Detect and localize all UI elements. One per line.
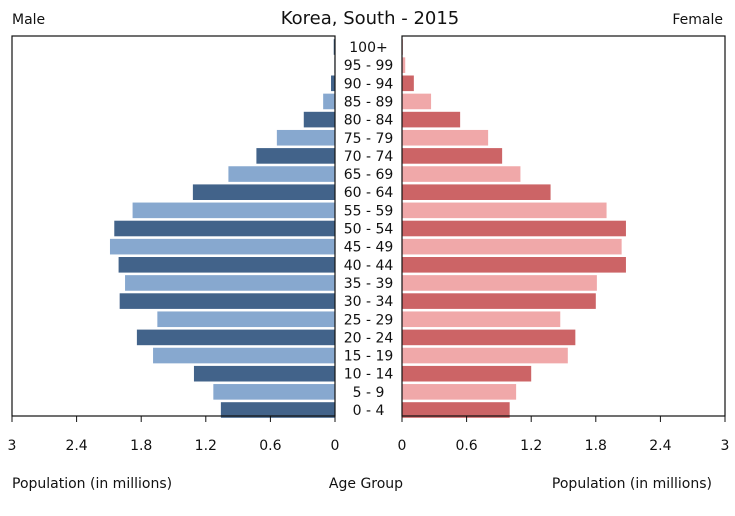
male-bar — [303, 111, 335, 128]
male-bar — [118, 257, 335, 273]
male-x-tick-label: 2.4 — [65, 438, 87, 454]
female-bar — [402, 111, 461, 128]
female-bar — [402, 220, 626, 237]
age-group-label: 25 - 29 — [344, 312, 394, 328]
male-bar — [256, 148, 335, 164]
age-group-label: 95 - 99 — [344, 58, 394, 74]
male-bar — [323, 93, 335, 110]
male-bar — [193, 365, 335, 382]
male-bar — [331, 75, 335, 92]
age-group-label: 45 - 49 — [344, 240, 394, 256]
male-bar — [192, 184, 335, 200]
male-x-tick-label: 0 — [331, 438, 340, 454]
age-axis-label: Age Group — [329, 476, 403, 492]
age-group-label: 35 - 39 — [344, 276, 394, 292]
male-bar — [125, 275, 335, 291]
male-x-tick-label: 0.6 — [259, 438, 281, 454]
female-bar — [402, 166, 521, 182]
male-bar — [220, 402, 335, 418]
female-bar — [402, 347, 568, 364]
age-group-label: 55 - 59 — [344, 203, 394, 219]
chart-title: Korea, South - 2015 — [281, 8, 460, 29]
male-plot-frame — [11, 35, 336, 417]
age-group-label: 10 - 14 — [344, 367, 394, 383]
age-group-label: 30 - 34 — [344, 294, 394, 310]
male-bar — [136, 329, 335, 346]
female-bar — [402, 184, 551, 200]
female-x-tick-label: 0.6 — [455, 438, 477, 454]
age-group-label: 100+ — [349, 40, 387, 56]
female-x-tick-label: 2.4 — [649, 438, 671, 454]
female-bar — [402, 402, 510, 418]
female-x-axis-label: Population (in millions) — [552, 476, 712, 492]
age-group-label: 60 - 64 — [344, 185, 394, 201]
male-x-axis-label: Population (in millions) — [12, 476, 172, 492]
female-bar — [402, 384, 517, 400]
male-bar — [132, 202, 335, 219]
female-bar — [402, 329, 576, 346]
female-bar — [402, 202, 607, 219]
female-bar — [402, 257, 626, 273]
age-group-label: 15 - 19 — [344, 349, 394, 365]
age-group-label: 40 - 44 — [344, 258, 394, 274]
age-group-label: 80 - 84 — [344, 113, 394, 129]
male-bar — [213, 384, 335, 400]
female-x-tick-label: 1.2 — [520, 438, 542, 454]
male-x-tick-label: 3 — [8, 438, 17, 454]
age-group-label: 70 - 74 — [344, 149, 394, 165]
age-group-label: 65 - 69 — [344, 167, 394, 183]
male-label: Male — [12, 12, 45, 28]
male-x-tick-label: 1.2 — [195, 438, 217, 454]
age-group-label: 85 - 89 — [344, 94, 394, 110]
age-group-label: 0 - 4 — [353, 403, 385, 419]
male-bar — [119, 293, 336, 309]
male-bar — [276, 129, 335, 146]
male-bar — [114, 220, 336, 237]
female-plot-frame — [401, 35, 726, 417]
female-bar — [402, 311, 561, 328]
age-group-label: 20 - 24 — [344, 330, 394, 346]
female-label: Female — [672, 12, 723, 28]
female-x-tick-label: 0 — [398, 438, 407, 454]
age-group-label: 90 - 94 — [344, 76, 394, 92]
male-bar — [157, 311, 335, 328]
female-x-tick-label: 3 — [721, 438, 730, 454]
female-bar — [402, 129, 489, 146]
male-bar — [153, 347, 335, 364]
female-bar — [402, 57, 406, 73]
male-bar — [333, 39, 335, 55]
female-bar — [402, 148, 503, 164]
female-bar — [402, 365, 532, 382]
male-bar — [109, 238, 335, 255]
female-bar — [402, 275, 597, 291]
female-bar — [402, 238, 622, 255]
female-bar — [402, 93, 432, 110]
age-group-label: 5 - 9 — [353, 385, 385, 401]
female-x-tick-label: 1.8 — [585, 438, 607, 454]
female-bar — [402, 75, 414, 92]
female-bar — [402, 293, 596, 309]
male-bar — [228, 166, 335, 182]
age-group-label: 50 - 54 — [344, 222, 394, 238]
age-group-label: 75 - 79 — [344, 131, 394, 147]
male-x-tick-label: 1.8 — [130, 438, 152, 454]
